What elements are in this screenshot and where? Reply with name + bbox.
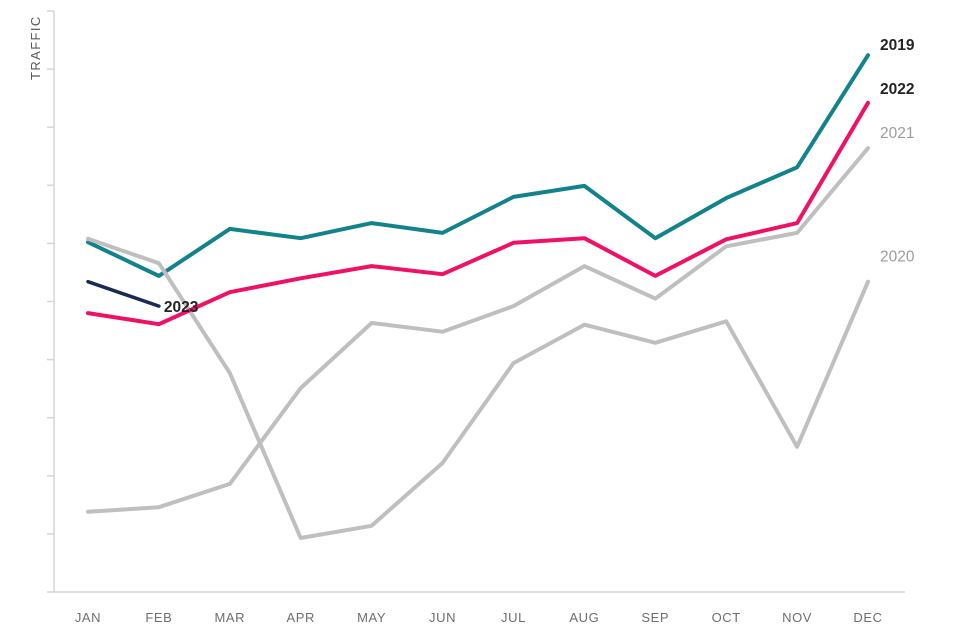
x-axis-label-jul: JUL	[501, 610, 526, 625]
x-axis-label-apr: APR	[286, 610, 315, 625]
series-line-2020	[86, 236, 870, 540]
x-axis-label-aug: AUG	[569, 610, 599, 625]
x-axis-label-may: MAY	[357, 610, 386, 625]
x-axis-label-feb: FEB	[145, 610, 172, 625]
x-axis-label-jan: JAN	[75, 610, 101, 625]
x-axis-label-sep: SEP	[641, 610, 669, 625]
axes	[47, 10, 905, 593]
series-label-2020: 2020	[880, 249, 915, 266]
x-axis-label-mar: MAR	[214, 610, 245, 625]
y-axis-title: TRAFFIC	[28, 15, 43, 80]
x-axis-label-oct: OCT	[712, 610, 741, 625]
x-axis-label-dec: DEC	[853, 610, 882, 625]
series-line-2019	[86, 53, 870, 278]
series-line-2022	[86, 100, 870, 327]
series-label-2022: 2022	[880, 81, 914, 98]
series-label-2023: 2023	[164, 299, 199, 316]
x-axis-label-nov: NOV	[782, 610, 812, 625]
series-label-2021: 2021	[880, 125, 914, 142]
series-line-2023	[86, 279, 161, 308]
x-axis-label-jun: JUN	[429, 610, 456, 625]
series-line-2021	[86, 146, 870, 514]
series-label-2019: 2019	[880, 37, 915, 54]
